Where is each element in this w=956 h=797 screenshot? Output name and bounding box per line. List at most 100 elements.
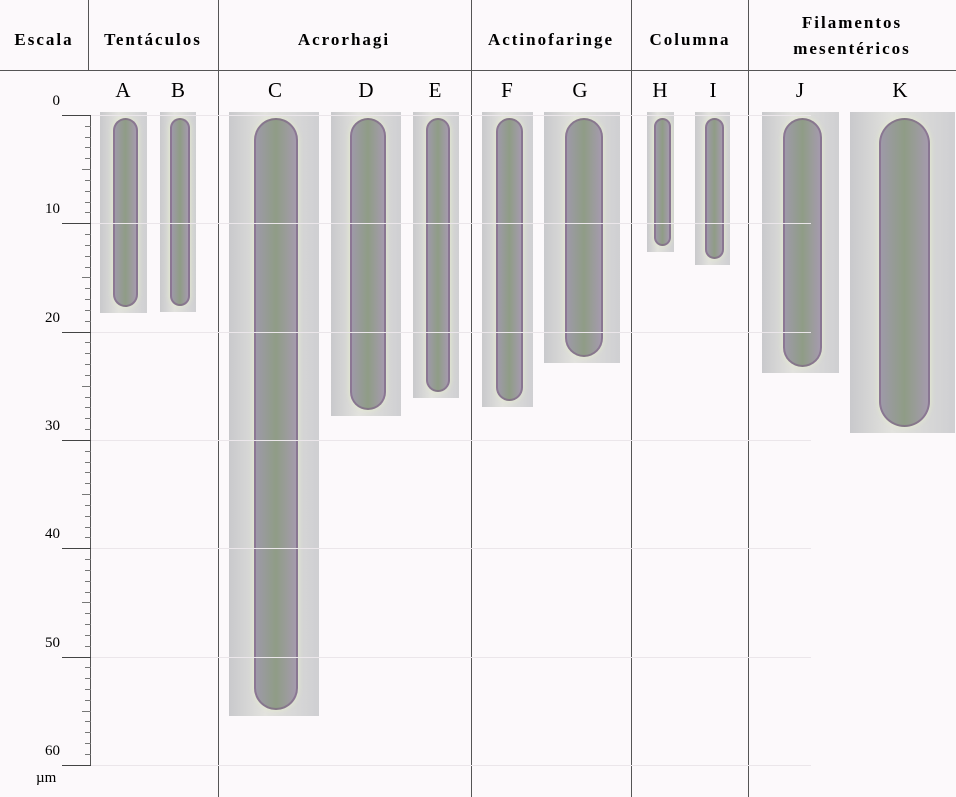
minor-tick bbox=[85, 342, 91, 343]
minor-tick bbox=[85, 310, 91, 311]
minor-tick bbox=[82, 711, 91, 712]
minor-tick bbox=[85, 267, 91, 268]
panel-label: K bbox=[892, 78, 907, 103]
grid-line bbox=[91, 440, 811, 441]
tick-label: 20 bbox=[20, 310, 60, 327]
minor-tick bbox=[85, 180, 91, 181]
divider bbox=[631, 0, 632, 797]
micrograph bbox=[850, 112, 955, 433]
grid-line bbox=[91, 765, 811, 766]
minor-tick bbox=[85, 667, 91, 668]
minor-tick bbox=[85, 743, 91, 744]
minor-tick bbox=[82, 386, 91, 387]
micrograph bbox=[762, 112, 839, 373]
column-header: Tentáculos bbox=[104, 30, 202, 50]
micrograph bbox=[331, 112, 401, 416]
column-header: Columna bbox=[649, 30, 730, 50]
micrograph bbox=[544, 112, 620, 363]
minor-tick bbox=[85, 721, 91, 722]
panel-label: A bbox=[115, 78, 130, 103]
minor-tick bbox=[85, 505, 91, 506]
panel-label: E bbox=[429, 78, 442, 103]
grid-line bbox=[91, 657, 811, 658]
minor-tick bbox=[85, 592, 91, 593]
major-tick bbox=[62, 548, 92, 549]
tick-label: 30 bbox=[20, 418, 60, 435]
major-tick bbox=[62, 440, 92, 441]
minor-tick bbox=[85, 158, 91, 159]
micrograph bbox=[482, 112, 533, 407]
tick-label: 60 bbox=[20, 743, 60, 760]
minor-tick bbox=[85, 321, 91, 322]
divider bbox=[471, 0, 472, 797]
divider bbox=[88, 0, 89, 70]
minor-tick bbox=[85, 137, 91, 138]
minor-tick bbox=[85, 375, 91, 376]
figure: Escala Tentáculos Acrorhagi Actinofaring… bbox=[0, 0, 956, 797]
header-rule bbox=[0, 70, 956, 71]
minor-tick bbox=[85, 462, 91, 463]
grid-line bbox=[91, 115, 811, 116]
tick-label: 10 bbox=[20, 201, 60, 218]
column-header: Filamentos mesentéricos bbox=[767, 10, 937, 62]
minor-tick bbox=[85, 613, 91, 614]
micrograph bbox=[229, 112, 319, 716]
minor-tick bbox=[85, 212, 91, 213]
minor-tick bbox=[85, 234, 91, 235]
major-tick bbox=[62, 115, 92, 116]
divider bbox=[218, 0, 219, 797]
minor-tick bbox=[85, 451, 91, 452]
panel-label: F bbox=[501, 78, 513, 103]
minor-tick bbox=[85, 483, 91, 484]
column-header: Escala bbox=[14, 30, 73, 50]
minor-tick bbox=[85, 732, 91, 733]
minor-tick bbox=[85, 191, 91, 192]
grid-line bbox=[91, 548, 811, 549]
panel-label: H bbox=[652, 78, 667, 103]
minor-tick bbox=[85, 516, 91, 517]
minor-tick bbox=[82, 277, 91, 278]
micrograph bbox=[647, 112, 674, 252]
minor-tick bbox=[85, 288, 91, 289]
minor-tick bbox=[85, 689, 91, 690]
minor-tick bbox=[85, 364, 91, 365]
divider bbox=[748, 0, 749, 797]
minor-tick bbox=[85, 527, 91, 528]
minor-tick bbox=[82, 602, 91, 603]
minor-tick bbox=[85, 624, 91, 625]
minor-tick bbox=[85, 202, 91, 203]
panel-label: I bbox=[710, 78, 717, 103]
minor-tick bbox=[85, 429, 91, 430]
minor-tick bbox=[85, 245, 91, 246]
panel-label: D bbox=[358, 78, 373, 103]
minor-tick bbox=[82, 494, 91, 495]
minor-tick bbox=[85, 754, 91, 755]
major-tick bbox=[62, 223, 92, 224]
micrograph bbox=[413, 112, 459, 398]
micrograph bbox=[695, 112, 730, 265]
minor-tick bbox=[85, 397, 91, 398]
tick-label: 40 bbox=[20, 526, 60, 543]
minor-tick bbox=[85, 407, 91, 408]
minor-tick bbox=[85, 570, 91, 571]
tick-label: 0 bbox=[20, 93, 60, 110]
grid-line bbox=[91, 223, 811, 224]
minor-tick bbox=[85, 126, 91, 127]
panel-label: C bbox=[268, 78, 282, 103]
column-header: Actinofaringe bbox=[488, 30, 614, 50]
minor-tick bbox=[85, 353, 91, 354]
minor-tick bbox=[85, 559, 91, 560]
grid-line bbox=[91, 332, 811, 333]
major-tick bbox=[62, 657, 92, 658]
panel-label: G bbox=[572, 78, 587, 103]
minor-tick bbox=[85, 418, 91, 419]
micrograph bbox=[160, 112, 196, 312]
panel-label: B bbox=[171, 78, 185, 103]
minor-tick bbox=[82, 169, 91, 170]
minor-tick bbox=[85, 256, 91, 257]
minor-tick bbox=[85, 700, 91, 701]
minor-tick bbox=[85, 537, 91, 538]
major-tick bbox=[62, 765, 92, 766]
minor-tick bbox=[85, 635, 91, 636]
micrograph bbox=[100, 112, 147, 313]
